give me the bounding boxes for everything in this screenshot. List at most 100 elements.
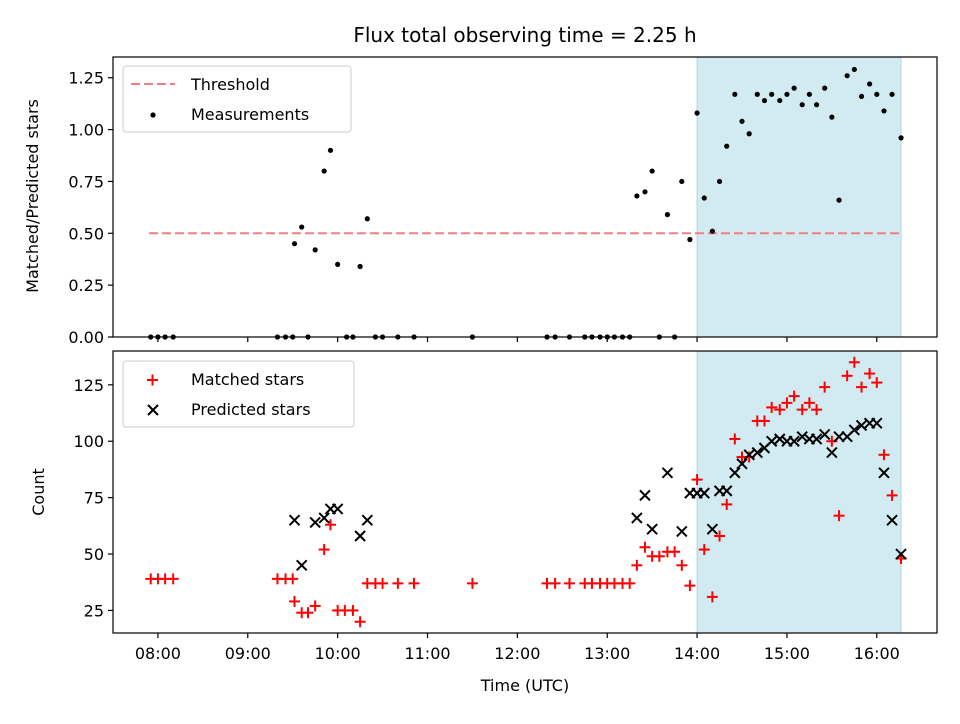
measurement-point — [664, 212, 671, 218]
measurement-point — [777, 97, 783, 104]
matched-star-point — [796, 404, 808, 416]
bottom-y-axis-label: Count — [29, 468, 48, 516]
legend-matched-swatch — [147, 374, 158, 386]
measurement-point — [874, 91, 880, 97]
bottom-legend-box — [122, 360, 355, 428]
predicted-star-point — [751, 446, 763, 459]
matched-star-point — [878, 449, 890, 461]
measurement-point — [687, 236, 693, 243]
predicted-star-point — [810, 433, 823, 445]
matched-star-point — [706, 591, 718, 603]
y-tick-label: 0.75 — [68, 172, 104, 191]
y-tick-label: 0.00 — [68, 328, 104, 347]
matched-star-point — [354, 616, 366, 628]
matched-star-point — [631, 559, 643, 571]
predicted-star-point — [796, 431, 808, 443]
matched-star-point — [886, 489, 898, 501]
predicted-star-point — [878, 467, 890, 479]
top-y-axis-label: Matched/Predicted stars — [23, 99, 42, 293]
x-tick-label: 09:00 — [225, 644, 271, 663]
measurement-point — [327, 147, 334, 153]
matched-star-point — [766, 401, 778, 413]
matched-star-point — [377, 577, 389, 589]
top-highlight-span — [696, 56, 902, 338]
predicted-star-point — [288, 514, 301, 526]
legend-predicted-swatch — [147, 404, 159, 416]
measurement-point — [754, 91, 760, 97]
measurement-point — [867, 81, 873, 87]
chart-title: Flux total observing time = 2.25 h — [353, 23, 696, 47]
matched-star-point — [318, 544, 330, 556]
y-tick-label: 1.00 — [68, 121, 104, 140]
measurement-point — [836, 197, 842, 203]
predicted-star-point — [743, 449, 755, 461]
matched-star-point — [669, 546, 681, 558]
matched-star-point — [856, 381, 868, 393]
matched-star-point — [302, 607, 314, 619]
predicted-star-point — [721, 485, 733, 497]
predicted-star-point — [886, 514, 898, 526]
matched-star-point — [758, 415, 770, 427]
measurement-point — [858, 93, 865, 100]
matched-star-point — [729, 433, 741, 445]
measurement-point — [844, 73, 850, 79]
y-tick-label: 25 — [84, 601, 104, 620]
matched-star-point — [848, 356, 860, 368]
predicted-star-point — [706, 523, 719, 535]
measurement-point — [799, 102, 805, 108]
predicted-star-point — [788, 435, 800, 447]
x-tick-label: 16:00 — [854, 644, 900, 663]
matched-star-point — [684, 580, 696, 592]
matched-star-point — [392, 577, 404, 589]
measurement-point — [649, 168, 655, 174]
top-panel: 0.00 0.25 0.50 0.75 1.00 1.25 — [68, 56, 938, 347]
predicted-star-point — [361, 514, 374, 526]
predicted-star-point — [774, 433, 786, 445]
measurement-point — [784, 91, 790, 97]
legend-measurements-swatch — [150, 112, 156, 118]
measurement-point — [679, 178, 685, 185]
matched-star-point — [289, 595, 301, 607]
predicted-star-point — [833, 431, 845, 443]
y-tick-label: 100 — [73, 432, 104, 451]
matched-star-point — [864, 368, 876, 380]
x-tick-label: 12:00 — [494, 644, 540, 663]
matched-star-point — [803, 397, 815, 409]
predicted-star-point — [309, 516, 321, 529]
measurement-point — [761, 97, 768, 104]
matched-star-point — [167, 573, 179, 585]
predicted-star-point — [826, 446, 838, 459]
measurement-point — [364, 216, 370, 222]
predicted-star-point — [295, 559, 308, 572]
predicted-star-point — [698, 487, 710, 499]
matched-star-point — [309, 600, 321, 612]
measurement-point — [724, 143, 730, 149]
matched-star-point — [871, 377, 883, 389]
matched-star-point — [653, 550, 665, 562]
bottom-legend: Matched stars Predicted stars — [122, 360, 355, 428]
matched-star-point — [563, 577, 575, 589]
x-tick-label: 11:00 — [404, 644, 450, 663]
measurement-point — [791, 85, 797, 91]
matched-star-point — [819, 381, 831, 393]
measurement-point — [321, 168, 327, 174]
matched-star-point — [466, 577, 478, 589]
predicted-star-point — [765, 435, 778, 447]
matched-star-point — [691, 474, 703, 486]
matched-star-point — [347, 604, 359, 616]
y-tick-label: 75 — [84, 489, 104, 508]
measurement-point — [829, 114, 835, 120]
top-axes-frame — [112, 56, 938, 338]
predicted-star-point — [848, 424, 861, 436]
predicted-star-point — [736, 458, 748, 470]
measurement-point — [694, 110, 700, 116]
measurement-point — [881, 108, 887, 114]
bottom-axes-frame — [112, 350, 938, 634]
matched-star-point — [841, 370, 853, 382]
y-tick-label: 50 — [84, 545, 104, 564]
measurement-point — [312, 247, 318, 253]
bottom-panel: 25 50 75 100 125 08:00 09:00 10:00 11:00 12:00 13:… — [73, 350, 938, 663]
predicted-star-point — [318, 512, 330, 524]
legend-predicted-label: Predicted stars — [191, 400, 311, 419]
matched-star-point — [624, 577, 636, 589]
